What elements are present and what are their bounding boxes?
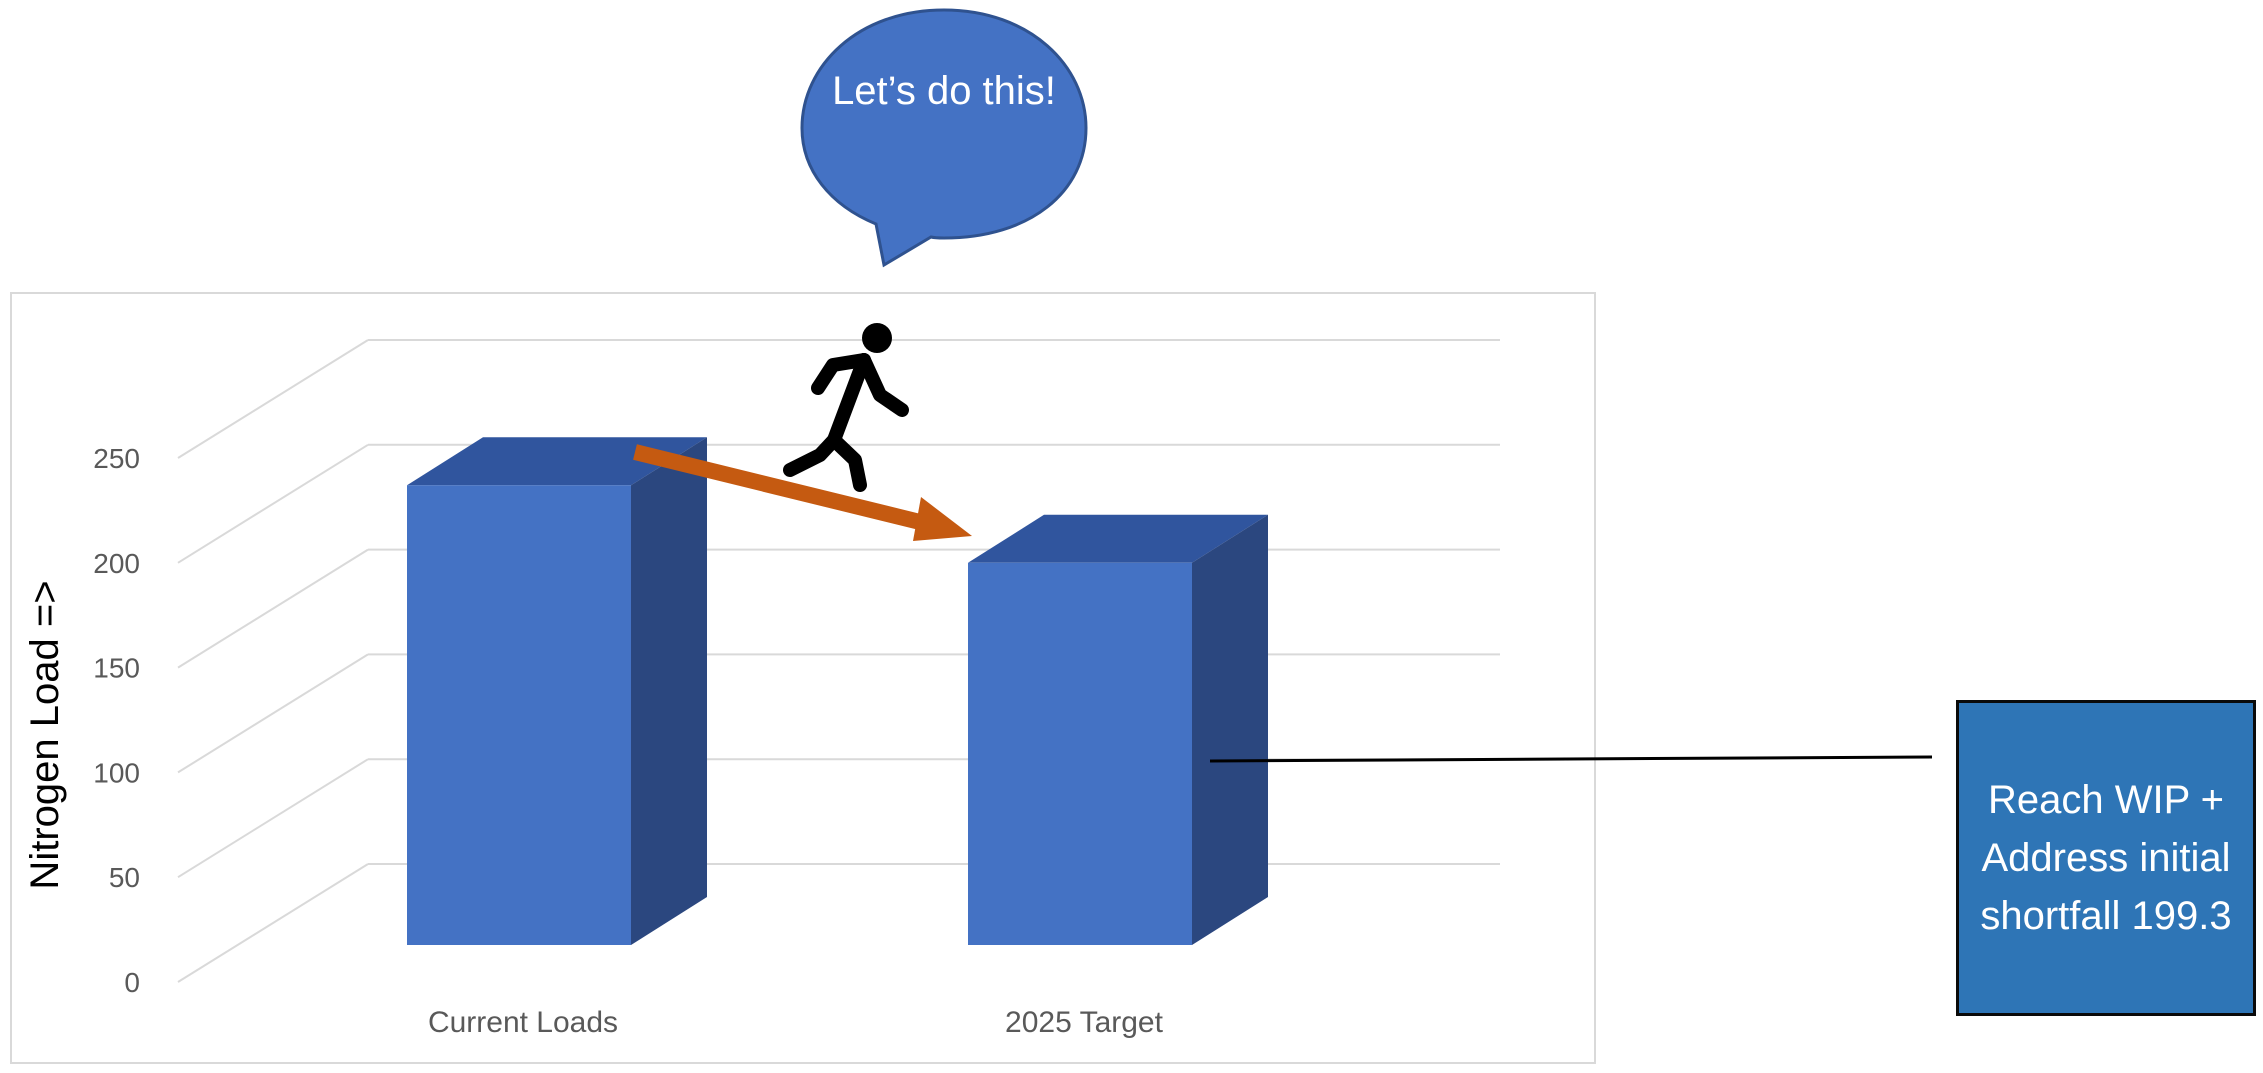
gridline-depth	[177, 863, 369, 983]
gridline-depth	[177, 653, 369, 774]
bar	[407, 485, 631, 945]
callout-connector	[1209, 755, 1933, 763]
speech-bubble	[800, 8, 1088, 268]
gridline-depth	[177, 758, 369, 879]
bar-top	[968, 514, 1268, 563]
category-label: 2025 Target	[1005, 1006, 1164, 1039]
gridline-depth	[177, 548, 369, 669]
y-tick-label: 50	[109, 862, 140, 893]
callout-box: Reach WIP + Address initial shortfall 19…	[1956, 700, 2256, 1016]
category-label: Current Loads	[428, 1006, 618, 1039]
y-tick-label: 200	[93, 548, 140, 579]
bar-side	[1192, 514, 1268, 945]
bar	[968, 562, 1192, 945]
chart-frame	[10, 292, 1596, 1064]
bars	[407, 437, 1268, 945]
gridline-depth	[177, 339, 369, 459]
y-tick-label: 100	[93, 757, 140, 788]
y-tick-labels: 0 50 100 150 200 250	[93, 443, 140, 998]
callout-text: Reach WIP + Address initial shortfall 19…	[1980, 778, 2232, 938]
y-tick-label: 250	[93, 443, 140, 474]
y-axis-label: Nitrogen Load =>	[23, 580, 67, 889]
transition-arrow	[633, 444, 972, 541]
category-labels: Current Loads 2025 Target	[428, 1006, 1164, 1039]
speech-bubble-text: Let’s do this!	[832, 69, 1056, 113]
y-tick-label: 150	[93, 653, 140, 684]
bar-side	[631, 437, 707, 945]
y-tick-label: 0	[124, 967, 140, 998]
bar-top	[407, 437, 707, 486]
gridline-depth	[177, 443, 369, 564]
walking-person-icon	[783, 323, 909, 492]
